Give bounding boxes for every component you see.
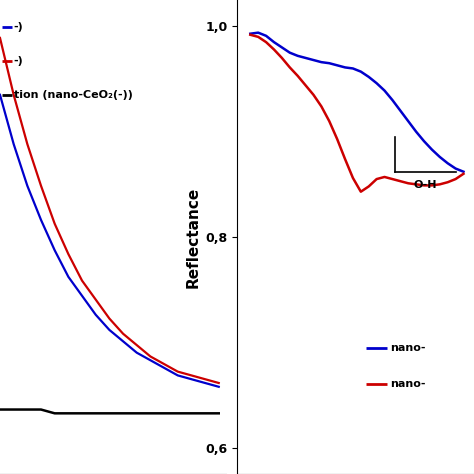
Text: -): -)	[14, 21, 23, 32]
Text: nano-: nano-	[390, 343, 425, 353]
Text: tion (nano-CeO₂(-)): tion (nano-CeO₂(-))	[14, 90, 133, 100]
Text: nano-: nano-	[390, 380, 425, 390]
Text: -): -)	[14, 55, 23, 66]
Text: O-H: O-H	[413, 180, 437, 190]
Y-axis label: Reflectance: Reflectance	[186, 186, 201, 288]
